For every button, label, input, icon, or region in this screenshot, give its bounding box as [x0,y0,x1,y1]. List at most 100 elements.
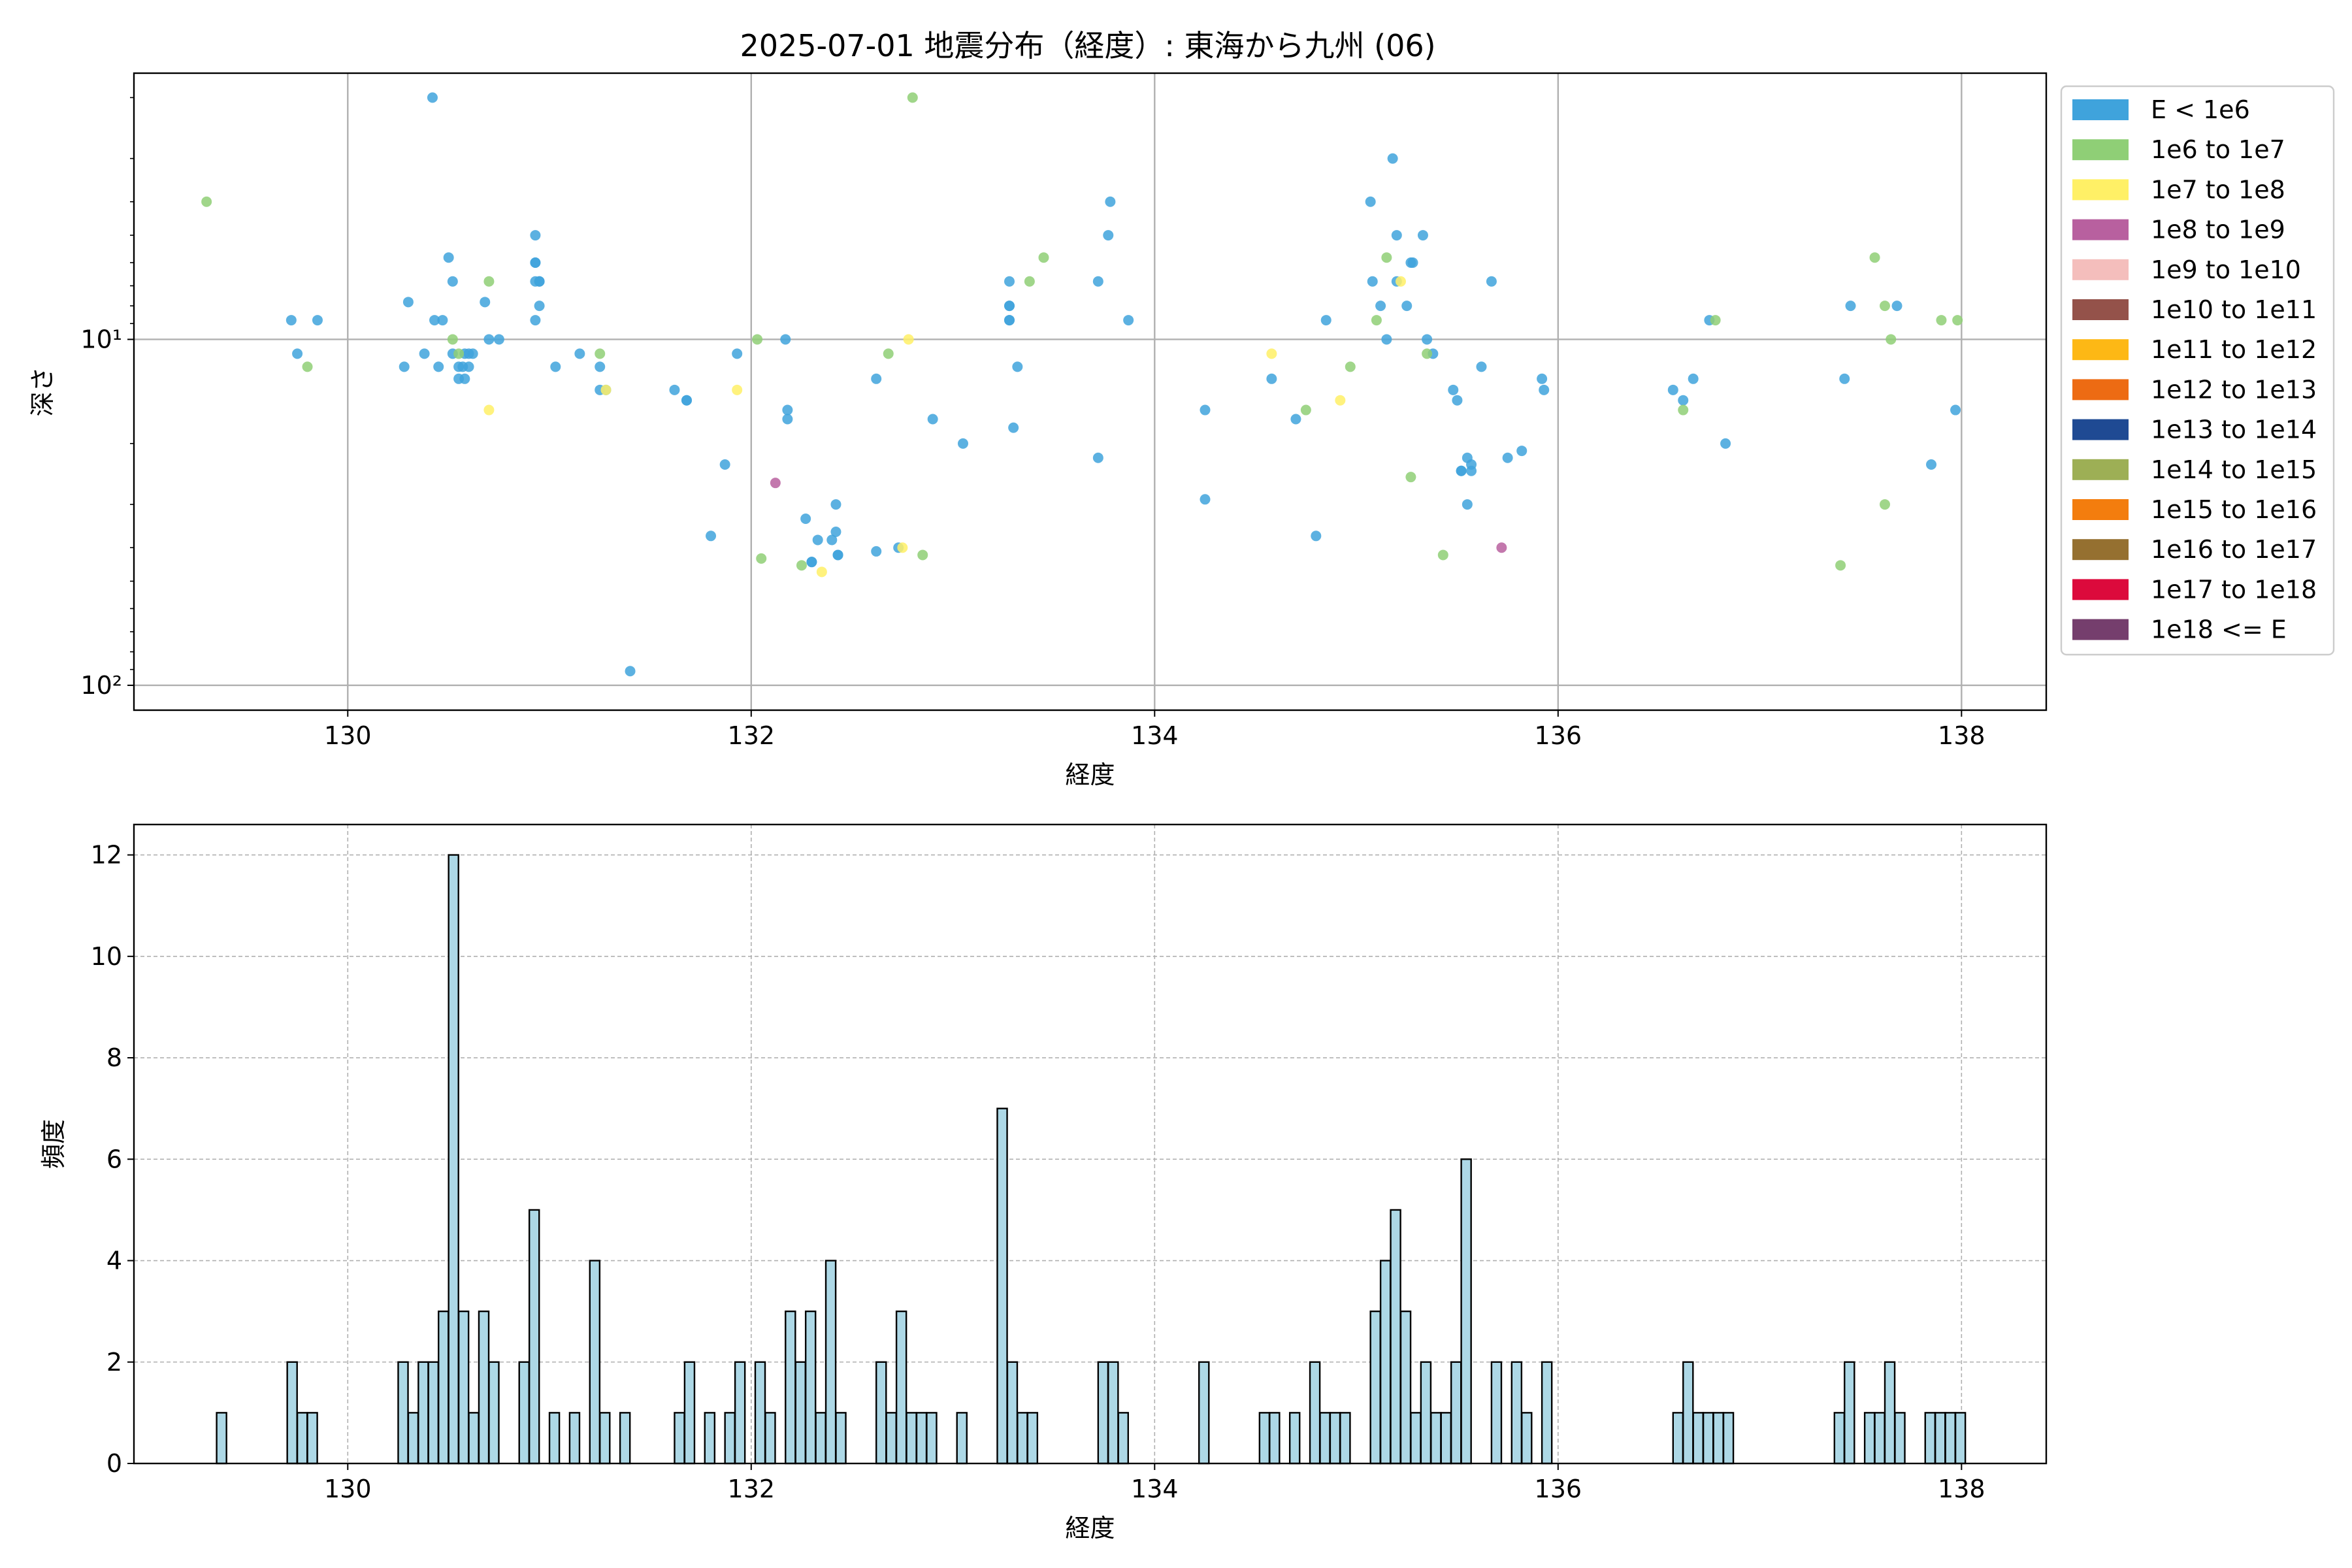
scatter-point [1012,361,1023,372]
legend-swatch [2072,579,2129,600]
scatter-point [782,404,793,416]
histogram-bar [1702,1412,1714,1465]
histogram-x-tick-label: 134 [1131,1475,1179,1503]
scatter-point [201,196,212,207]
scatter-point [1952,315,1963,326]
scatter-point [1375,301,1386,312]
histogram-y-tick-label: 6 [106,1145,122,1173]
scatter-point [770,478,781,489]
scatter-x-tick-label: 138 [1938,721,1985,750]
scatter-point [1092,276,1103,287]
histogram-bar [1258,1412,1271,1465]
histogram-ticks: 130 132 134 136 138 0 2 4 6 8 10 12 [91,841,1985,1503]
scatter-point [595,361,606,372]
scatter-point [480,297,491,308]
scatter-point [1462,499,1473,510]
scatter-point [1417,230,1428,241]
histogram-y-tick-label: 0 [106,1449,122,1478]
scatter-point [550,361,561,372]
scatter-point [1486,276,1497,287]
histogram-bar [835,1412,847,1465]
scatter-point [530,257,541,268]
histogram-bar [1934,1412,1946,1465]
legend-swatch [2072,379,2129,400]
histogram-bar [1379,1260,1392,1465]
legend-label: E < 1e6 [2151,95,2250,124]
histogram-y-tick-label: 4 [106,1247,122,1275]
scatter-y-axis-label: 深さ [28,367,57,416]
scatter-point [756,553,767,564]
scatter-point [830,527,841,538]
legend-swatch [2072,339,2129,361]
legend-swatch [2072,139,2129,161]
legend-label: 1e14 to 1e15 [2151,455,2317,484]
scatter-point [1401,301,1413,312]
scatter-point [1335,395,1346,406]
histogram-y-tick-label: 12 [91,841,122,870]
histogram-bar [1682,1361,1694,1465]
scatter-point [1311,531,1322,542]
histogram-bar [785,1310,796,1465]
histogram-bar [1339,1412,1351,1465]
scatter-point [1008,422,1019,433]
scatter-point [483,334,495,345]
histogram-bar [397,1361,409,1465]
histogram-bar [296,1412,308,1465]
legend-swatch [2072,299,2129,320]
scatter-point [883,348,894,359]
histogram-bar [825,1260,837,1465]
histogram-x-tick-label: 136 [1535,1475,1582,1503]
legend-label: 1e17 to 1e18 [2151,575,2317,604]
scatter-point [806,557,817,568]
histogram-bar [1541,1361,1553,1465]
histogram-bar [1511,1361,1523,1465]
histogram-bar [1017,1412,1028,1465]
histogram-bar [1490,1361,1503,1465]
legend-swatch [2072,459,2129,480]
legend: E < 1e6 1e6 to 1e7 1e7 to 1e8 1e8 to 1e9 1e9… [2060,85,2335,656]
histogram-x-axis-label: 経度 [1065,1514,1115,1543]
scatter-point [1845,301,1856,312]
scatter-point [1422,348,1433,359]
scatter-point [600,384,612,395]
histogram-bar [906,1412,917,1465]
histogram-bar [548,1412,561,1465]
histogram-bar [1440,1412,1452,1465]
scatter-point [1710,315,1721,326]
histogram-bar [427,1361,440,1465]
histogram-bar [306,1412,318,1465]
scatter-point [483,276,495,287]
figure-title: 2025-07-01 地震分布（経度）: 東海から九州 (06) [740,28,1435,63]
scatter-point [1422,334,1433,345]
histogram-bar [1954,1412,1967,1465]
histogram-y-tick-label: 2 [106,1348,122,1377]
histogram-bar [1288,1412,1301,1465]
histogram-bar [1269,1412,1281,1465]
scatter-point [1103,230,1114,241]
histogram-bar [724,1412,736,1465]
scatter-point [1300,404,1311,416]
scatter-point [897,542,908,553]
legend-swatch [2072,259,2129,280]
scatter-point [1371,315,1382,326]
histogram-bar [438,1310,449,1465]
scatter-point [796,560,807,571]
scatter-point [669,384,680,395]
scatter-point [530,315,541,326]
scatter-point [1004,301,1015,312]
legend-swatch [2072,219,2129,240]
scatter-point [1004,276,1015,287]
scatter-points [201,92,1963,677]
scatter-y-tick-label: 10² [80,671,122,700]
scatter-point [427,92,438,103]
legend-label: 1e9 to 1e10 [2151,255,2301,284]
histogram-bar [1198,1361,1210,1465]
scatter-point [1407,257,1418,268]
scatter-point [1367,276,1378,287]
scatter-point [826,534,838,546]
histogram-bar [468,1412,480,1465]
scatter-point [467,348,478,359]
histogram-bar [794,1361,806,1465]
scatter-panel: 130 132 134 136 138 10¹ 10² 経度 深さ [28,72,2048,789]
